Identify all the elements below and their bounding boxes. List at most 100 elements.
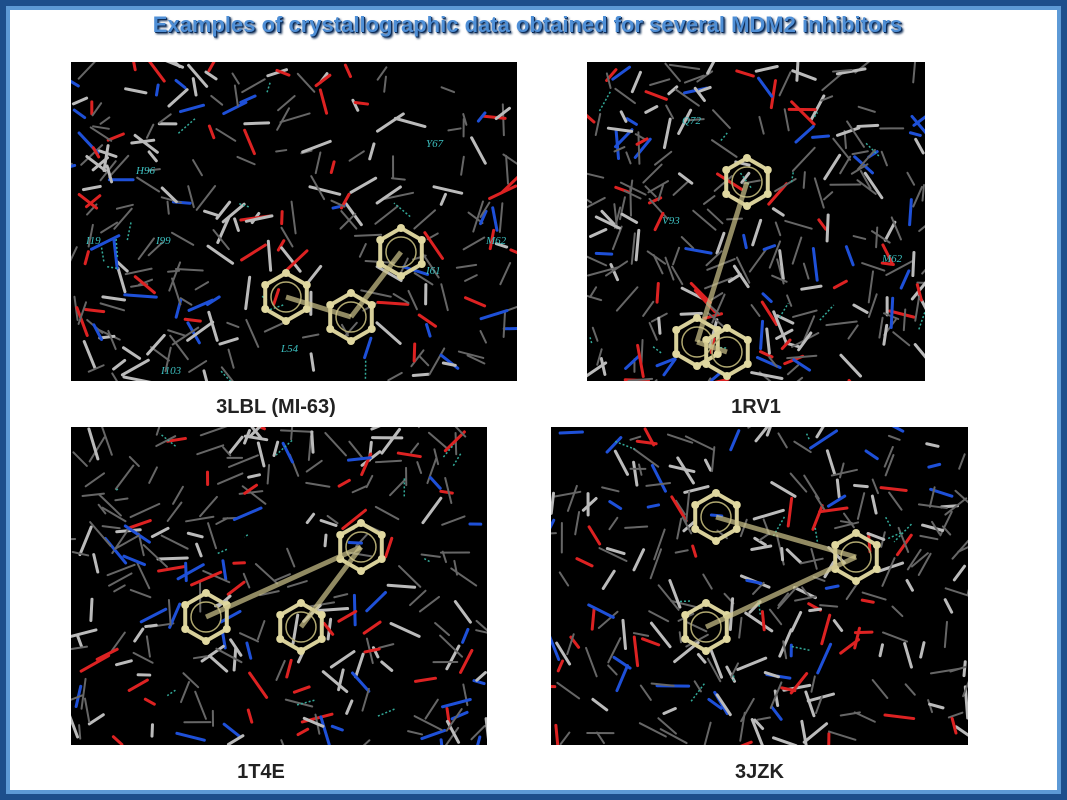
bond: [823, 153, 842, 181]
bond: [613, 206, 622, 229]
bond: [810, 675, 816, 693]
bond: [931, 520, 941, 535]
bond: [870, 230, 891, 244]
bond: [810, 548, 818, 570]
bond: [80, 144, 104, 166]
bond: [128, 519, 152, 530]
bond: [407, 289, 418, 311]
bond: [655, 281, 660, 304]
bond: [417, 313, 438, 328]
bond: [739, 711, 746, 742]
hydrogen-bond: [813, 111, 819, 118]
bond: [659, 728, 688, 745]
bond: [71, 551, 90, 557]
bond: [785, 548, 802, 564]
bond: [591, 326, 599, 342]
bond: [290, 200, 297, 235]
bond: [157, 565, 186, 573]
bond: [637, 131, 641, 165]
bond: [608, 516, 619, 531]
bond: [775, 328, 794, 340]
molecule-render: [71, 427, 487, 745]
bond: [202, 369, 209, 381]
bond: [84, 472, 106, 488]
bond: [472, 200, 484, 233]
bond: [113, 534, 140, 550]
bond: [136, 176, 161, 193]
bond: [852, 303, 869, 314]
hydrogen-bond: [589, 337, 593, 345]
bond: [739, 518, 748, 538]
bond: [912, 185, 923, 208]
hydrogen-bond: [159, 432, 177, 447]
bond: [124, 87, 148, 95]
bond: [275, 659, 286, 681]
bond: [804, 690, 816, 718]
bond: [756, 716, 771, 721]
bond: [463, 296, 487, 308]
bond: [800, 284, 823, 291]
residue-label: M62: [485, 235, 507, 247]
bond: [305, 481, 331, 488]
bond: [635, 439, 658, 446]
bond: [414, 676, 438, 683]
bond: [432, 185, 464, 195]
bond: [101, 525, 121, 530]
bond: [84, 308, 106, 314]
bond: [791, 146, 816, 172]
ligand-bond: [696, 339, 728, 355]
bond: [186, 321, 201, 345]
bond: [823, 191, 834, 201]
bond: [777, 592, 790, 607]
bond: [760, 300, 779, 327]
bond: [91, 146, 101, 159]
bond: [883, 445, 894, 468]
bond: [236, 155, 256, 166]
bond: [143, 697, 156, 706]
bond: [708, 318, 719, 349]
bond: [917, 503, 948, 510]
bond: [791, 236, 803, 265]
bond: [502, 310, 507, 338]
bond: [914, 137, 925, 155]
bond: [440, 86, 456, 94]
bond: [819, 604, 839, 608]
bond: [860, 598, 875, 604]
bond: [811, 247, 819, 282]
bond: [441, 697, 472, 709]
bond: [172, 485, 184, 505]
bond: [460, 155, 465, 176]
bond: [149, 346, 171, 362]
bond: [221, 559, 228, 581]
bond: [794, 125, 815, 144]
bond: [878, 643, 884, 658]
bond: [581, 496, 598, 512]
bond: [200, 644, 225, 663]
atom: [743, 154, 751, 162]
bond: [413, 272, 434, 286]
bond: [662, 117, 672, 150]
bond: [623, 189, 642, 200]
bond: [248, 671, 269, 699]
protein-sticks: [71, 62, 517, 381]
bond: [750, 304, 761, 317]
atom: [723, 372, 731, 380]
bond: [310, 175, 326, 201]
ligand-bond: [715, 514, 857, 560]
atom: [397, 272, 405, 280]
bond: [479, 201, 491, 218]
residue-label: V93: [662, 215, 680, 227]
bond: [885, 259, 915, 277]
bond: [904, 683, 916, 696]
bond: [441, 361, 457, 367]
atom: [276, 611, 285, 619]
bond: [903, 642, 913, 669]
bond: [555, 641, 572, 666]
ring-bond: [190, 601, 222, 633]
atom: [872, 565, 881, 573]
bond: [927, 699, 934, 714]
bond: [558, 430, 584, 435]
atom: [693, 362, 701, 370]
bond: [824, 584, 840, 590]
bond: [589, 228, 608, 238]
